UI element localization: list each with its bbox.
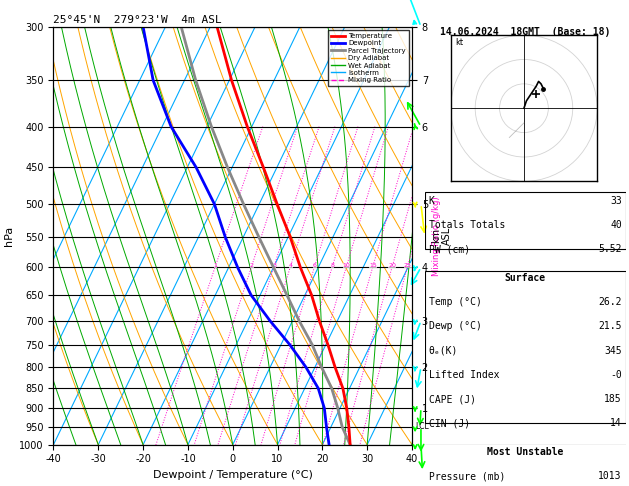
Text: Lifted Index: Lifted Index	[428, 370, 499, 380]
Text: 6: 6	[313, 263, 317, 268]
Text: Totals Totals: Totals Totals	[428, 220, 505, 230]
Text: 33: 33	[610, 196, 622, 206]
Text: PW (cm): PW (cm)	[428, 244, 470, 255]
Text: kt: kt	[455, 38, 464, 47]
Text: Temp (°C): Temp (°C)	[428, 297, 481, 307]
Text: 21.5: 21.5	[598, 321, 622, 331]
Text: 5.52: 5.52	[598, 244, 622, 255]
Text: 25: 25	[404, 263, 412, 268]
Text: Dewp (°C): Dewp (°C)	[428, 321, 481, 331]
Text: 20: 20	[389, 263, 396, 268]
Text: CIN (J): CIN (J)	[428, 418, 470, 428]
Text: -0: -0	[610, 370, 622, 380]
Text: 1: 1	[213, 263, 218, 268]
Text: 40: 40	[610, 220, 622, 230]
Y-axis label: hPa: hPa	[4, 226, 14, 246]
Text: θₑ(K): θₑ(K)	[428, 346, 458, 356]
Text: 185: 185	[604, 394, 622, 404]
Text: LCL: LCL	[416, 422, 430, 432]
Text: 14: 14	[610, 418, 622, 428]
X-axis label: Dewpoint / Temperature (°C): Dewpoint / Temperature (°C)	[153, 470, 313, 480]
Text: 26.2: 26.2	[598, 297, 622, 307]
Bar	[425, 271, 626, 422]
Text: Surface: Surface	[504, 273, 546, 283]
Text: 3: 3	[272, 263, 276, 268]
Text: K: K	[428, 196, 435, 206]
Bar	[425, 445, 626, 486]
Bar	[425, 192, 626, 249]
Text: Mixing Ratio (g/kg): Mixing Ratio (g/kg)	[431, 196, 441, 276]
Text: 14.06.2024  18GMT  (Base: 18): 14.06.2024 18GMT (Base: 18)	[440, 27, 610, 37]
Text: 2: 2	[250, 263, 253, 268]
Text: 1013: 1013	[598, 471, 622, 481]
Text: Pressure (mb): Pressure (mb)	[428, 471, 505, 481]
Legend: Temperature, Dewpoint, Parcel Trajectory, Dry Adiabat, Wet Adiabat, Isotherm, Mi: Temperature, Dewpoint, Parcel Trajectory…	[328, 30, 408, 86]
Text: 25°45'N  279°23'W  4m ASL: 25°45'N 279°23'W 4m ASL	[53, 15, 222, 25]
Text: 10: 10	[343, 263, 350, 268]
Text: 8: 8	[331, 263, 335, 268]
Y-axis label: km
ASL: km ASL	[431, 226, 452, 245]
Text: 345: 345	[604, 346, 622, 356]
Text: 4: 4	[289, 263, 292, 268]
Text: 15: 15	[369, 263, 377, 268]
Text: Most Unstable: Most Unstable	[487, 447, 564, 457]
Text: CAPE (J): CAPE (J)	[428, 394, 476, 404]
